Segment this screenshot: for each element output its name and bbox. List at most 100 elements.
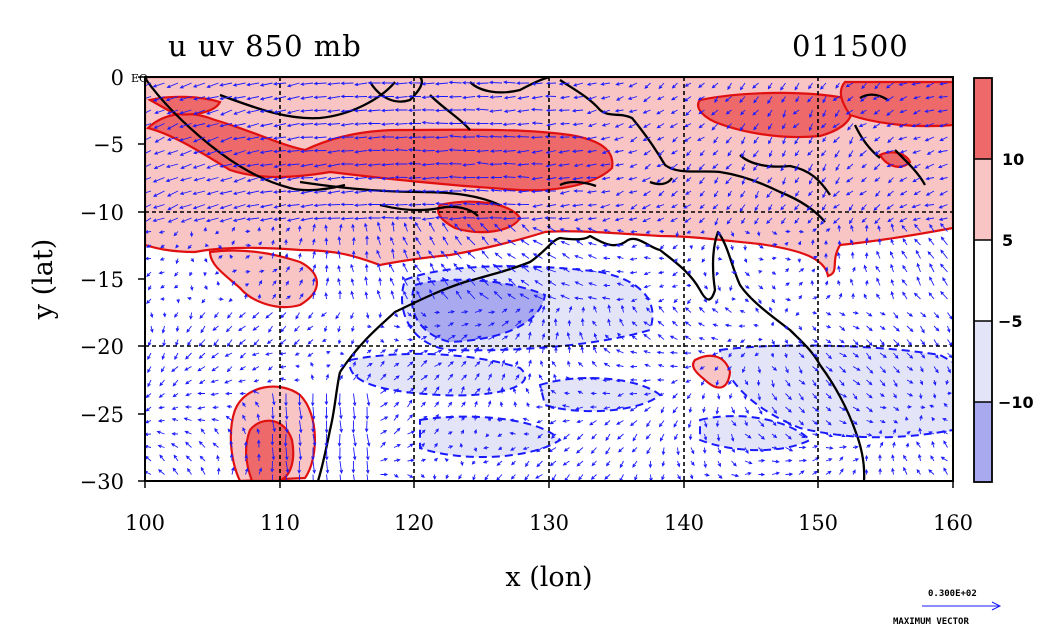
wind-vector-arrow	[550, 433, 557, 439]
wind-vector-arrow	[350, 263, 354, 273]
wind-vector-arrow	[575, 267, 584, 273]
wind-vector-arrow	[901, 279, 908, 286]
wind-vector-arrow	[781, 123, 786, 130]
wind-vector-arrow	[229, 440, 233, 448]
colorbar-label: −10	[998, 393, 1034, 412]
wind-vector-arrow	[925, 190, 935, 196]
wind-vector-arrow	[658, 256, 665, 261]
wind-vector-arrow	[698, 337, 705, 341]
wind-vector-arrow	[220, 109, 233, 116]
wind-vector-arrow	[929, 223, 935, 232]
wind-vector-arrow	[178, 96, 192, 101]
wind-vector-arrow	[506, 253, 516, 259]
wind-vector-arrow	[280, 312, 287, 319]
wind-vector-arrow	[744, 230, 751, 234]
wind-vector-arrow	[231, 466, 235, 475]
wind-vector-arrow	[146, 298, 152, 305]
wind-vector-arrow	[684, 82, 692, 87]
wind-vector-arrow	[602, 243, 611, 248]
wind-vector-arrow	[643, 123, 651, 128]
wind-vector-arrow	[434, 457, 439, 462]
wind-vector-arrow	[795, 312, 800, 317]
wind-vector-arrow	[286, 203, 300, 208]
wind-vector-arrow	[861, 217, 867, 223]
wind-vector-arrow	[878, 467, 882, 475]
wind-vector-arrow	[199, 455, 206, 462]
wind-vector-arrow	[780, 204, 786, 211]
wind-vector-arrow	[152, 177, 165, 183]
wind-vector-arrow	[219, 96, 233, 101]
wind-vector-arrow	[879, 379, 886, 387]
wind-vector-arrow	[206, 109, 219, 115]
wind-vector-arrow	[580, 317, 585, 327]
wind-vector-arrow	[920, 366, 924, 373]
wind-vector-arrow	[298, 252, 302, 259]
wind-vector-arrow	[798, 325, 803, 331]
wind-vector-arrow	[629, 420, 638, 427]
wind-vector-arrow	[615, 176, 624, 181]
wind-vector-arrow	[890, 238, 894, 246]
y-tick-label: −10	[80, 201, 124, 225]
wind-vector-arrow	[658, 305, 665, 313]
wind-vector-arrow	[393, 401, 400, 408]
y-tick-label: −15	[80, 268, 124, 292]
wind-vector-arrow	[394, 135, 408, 140]
wind-vector-arrow	[509, 431, 516, 436]
wind-vector-arrow	[812, 445, 819, 449]
wind-vector-arrow	[515, 347, 521, 354]
wind-vector-arrow	[538, 374, 543, 381]
wind-vector-arrow	[536, 419, 543, 424]
wind-vector-arrow	[702, 406, 706, 414]
wind-vector-arrow	[366, 433, 371, 447]
wind-vector-arrow	[559, 95, 570, 100]
wind-vector-arrow	[501, 308, 508, 313]
wind-vector-arrow	[185, 379, 192, 385]
wind-vector-arrow	[820, 150, 827, 157]
wind-vector-arrow	[576, 447, 584, 454]
wind-vector-arrow	[541, 305, 546, 313]
wind-vector-arrow	[545, 108, 557, 113]
wind-vector-arrow	[629, 163, 638, 168]
wind-vector-arrow	[313, 163, 327, 168]
wind-vector-arrow	[271, 406, 275, 420]
wind-vector-arrow	[421, 202, 435, 207]
wind-vector-arrow	[353, 373, 359, 381]
wind-vector-arrow	[890, 290, 895, 300]
colorbar-swatch-negative	[974, 321, 992, 402]
wind-vector-arrow	[644, 82, 651, 89]
wind-vector-arrow	[689, 244, 693, 250]
wind-vector-arrow	[434, 362, 443, 367]
wind-vector-arrow	[837, 251, 841, 259]
wind-vector-arrow	[808, 123, 813, 132]
wind-vector-arrow	[890, 278, 895, 286]
wind-vector-arrow	[887, 177, 894, 184]
wind-vector-arrow	[507, 224, 516, 232]
wind-vector-arrow	[273, 149, 287, 154]
wind-vector-arrow	[563, 433, 570, 440]
wind-vector-arrow	[812, 379, 817, 387]
wind-vector-arrow	[145, 150, 152, 154]
wind-vector-arrow	[716, 433, 721, 442]
wind-vector-arrow	[216, 454, 220, 462]
wind-vector-arrow	[229, 254, 234, 259]
wind-vector-arrow	[794, 217, 800, 224]
wind-vector-arrow	[766, 190, 773, 199]
wind-vector-arrow	[242, 414, 246, 421]
wind-vector-arrow	[380, 324, 385, 328]
wind-vector-arrow	[473, 429, 478, 435]
wind-vector-arrow	[174, 312, 179, 318]
wind-vector-arrow	[391, 248, 395, 259]
wind-vector-arrow	[919, 393, 923, 400]
wind-vector-arrow	[717, 256, 723, 261]
wind-vector-arrow	[198, 352, 206, 359]
wind-vector-arrow	[461, 310, 469, 314]
wind-vector-arrow	[233, 109, 246, 115]
wind-vector-arrow	[571, 108, 584, 113]
wind-vector-arrow	[875, 293, 881, 300]
wind-vector-arrow	[299, 135, 314, 140]
wind-vector-arrow	[226, 366, 233, 373]
wind-vector-arrow	[461, 322, 469, 327]
wind-vector-arrow	[231, 269, 238, 274]
wind-vector-arrow	[726, 217, 732, 225]
wind-vector-arrow	[244, 441, 248, 448]
